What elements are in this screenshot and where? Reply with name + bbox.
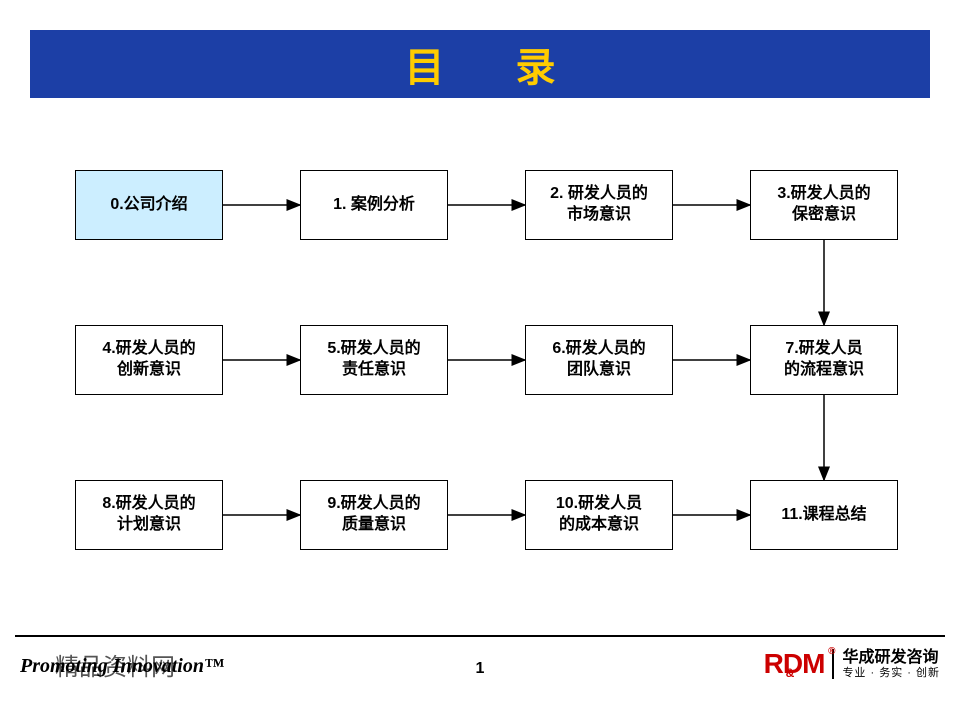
company-name: 华成研发咨询: [842, 649, 940, 667]
footer-right: RDM & ® 华成研发咨询 专业 · 务实 · 创新: [764, 648, 940, 680]
page-number: 1: [476, 660, 485, 678]
node-n10: 10.研发人员 的成本意识: [525, 480, 673, 550]
logo-text: RDM: [764, 648, 825, 679]
logo-registered: ®: [828, 646, 834, 657]
node-n6: 6.研发人员的 团队意识: [525, 325, 673, 395]
company-tagline: 专业 · 务实 · 创新: [842, 667, 940, 679]
node-n2: 2. 研发人员的 市场意识: [525, 170, 673, 240]
flowchart: 0.公司介绍 1. 案例分析 2. 研发人员的 市场意识 3.研发人员的 保密意识 4.…: [0, 0, 960, 720]
node-n11: 11.课程总结: [750, 480, 898, 550]
node-n1: 1. 案例分析: [300, 170, 448, 240]
footer-tagline: Promoting Innovation™: [20, 655, 224, 678]
rdm-logo: RDM & ®: [764, 648, 825, 680]
node-n3: 3.研发人员的 保密意识: [750, 170, 898, 240]
node-n8: 8.研发人员的 计划意识: [75, 480, 223, 550]
logo-ampersand: &: [786, 666, 794, 680]
company-block: 华成研发咨询 专业 · 务实 · 创新: [832, 649, 940, 679]
node-n9: 9.研发人员的 质量意识: [300, 480, 448, 550]
node-n0: 0.公司介绍: [75, 170, 223, 240]
footer-divider: [15, 635, 945, 637]
node-n4: 4.研发人员的 创新意识: [75, 325, 223, 395]
node-n7: 7.研发人员 的流程意识: [750, 325, 898, 395]
node-n5: 5.研发人员的 责任意识: [300, 325, 448, 395]
